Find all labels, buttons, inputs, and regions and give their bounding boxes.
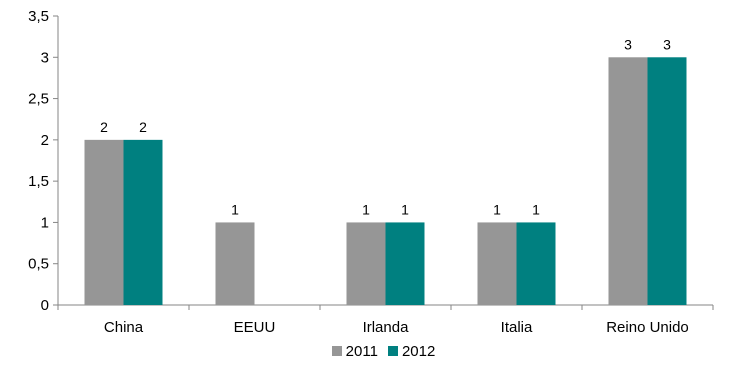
bar-2011-irlanda — [346, 222, 386, 305]
data-labels: 2 2 1 1 1 1 1 3 3 — [100, 36, 671, 217]
legend-swatch-2011 — [331, 346, 342, 356]
bar-2012-italia — [516, 222, 556, 305]
y-axis: 0 0,5 1 1,5 2 2,5 3 3,5 — [28, 8, 59, 314]
legend-label-2012: 2012 — [401, 342, 436, 360]
data-label: 1 — [532, 201, 540, 217]
data-label: 1 — [362, 201, 370, 217]
x-category-label: Irlanda — [363, 319, 410, 336]
data-label: 2 — [139, 119, 147, 135]
legend-swatch-2012 — [387, 346, 398, 356]
bar-2011-reino-unido — [608, 57, 648, 306]
bar-2012-irlanda — [385, 222, 425, 305]
y-tick-label: 3,5 — [28, 8, 49, 25]
data-label: 1 — [401, 201, 409, 217]
x-axis: China EEUU Irlanda Italia Reino Unido — [57, 304, 714, 336]
legend-item-2011: 2011 — [331, 342, 378, 360]
y-tick-label: 0,5 — [28, 256, 49, 273]
legend-label-2011: 2011 — [345, 342, 378, 360]
x-category-label: China — [104, 319, 144, 336]
y-tick-label: 1 — [41, 214, 49, 231]
data-label: 1 — [231, 201, 239, 217]
bar-chart: 0 0,5 1 1,5 2 2,5 3 3,5 China EEUU Irlanda Italia R… — [28, 8, 714, 336]
bar-2011-china — [84, 139, 124, 305]
bar-2012-china — [123, 139, 163, 305]
bar-2012-reino-unido — [647, 57, 687, 306]
bar-2011-italia — [477, 222, 517, 305]
x-category-label: Italia — [501, 319, 533, 336]
y-tick-label: 0 — [41, 297, 49, 314]
data-label: 3 — [624, 36, 632, 52]
y-tick-label: 2 — [41, 132, 49, 149]
y-tick-label: 3 — [41, 49, 49, 66]
x-category-label: EEUU — [234, 319, 276, 336]
legend-item-2012: 2012 — [387, 342, 436, 360]
x-category-label: Reino Unido — [606, 319, 689, 336]
data-label: 1 — [493, 201, 501, 217]
y-tick-label: 1,5 — [28, 173, 49, 190]
bars — [84, 57, 687, 306]
data-label: 2 — [100, 119, 108, 135]
legend: 2011 2012 — [0, 339, 729, 363]
bar-2011-eeuu — [215, 222, 255, 305]
y-tick-label: 2,5 — [28, 91, 49, 108]
data-label: 3 — [663, 36, 671, 52]
